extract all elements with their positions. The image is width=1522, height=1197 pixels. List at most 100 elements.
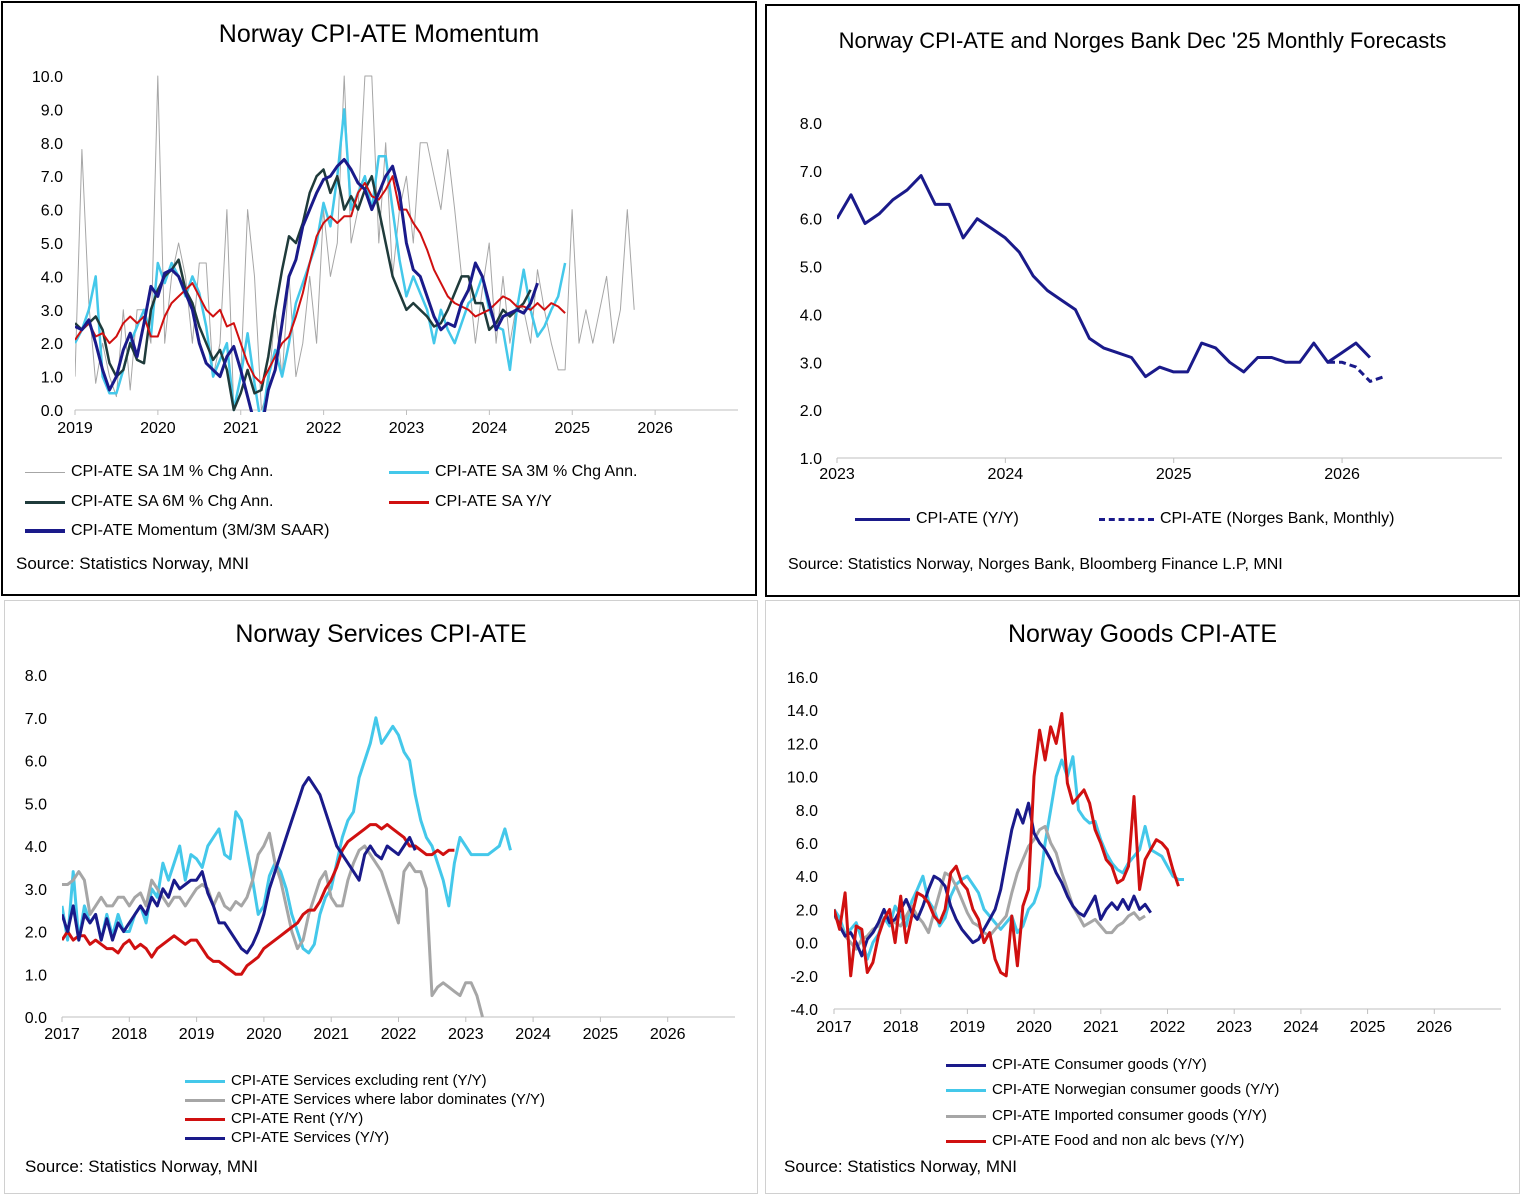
series-line bbox=[75, 158, 539, 412]
legend-item: CPI-ATE SA Y/Y bbox=[389, 489, 552, 515]
y-tick-label: -4.0 bbox=[790, 1002, 818, 1019]
y-tick-label: 2.0 bbox=[796, 902, 818, 919]
legend-swatch bbox=[185, 1136, 225, 1140]
legend-item: CPI-ATE Services (Y/Y) bbox=[185, 1129, 389, 1147]
legend-swatch bbox=[946, 1139, 986, 1143]
x-tick-label: 2017 bbox=[816, 1019, 852, 1036]
series-line bbox=[75, 75, 635, 411]
y-tick-label: 6.0 bbox=[800, 212, 822, 229]
y-tick-label: 8.0 bbox=[800, 116, 822, 133]
x-tick-label: 2023 bbox=[819, 466, 855, 483]
legend-item: CPI-ATE Services where labor dominates (… bbox=[185, 1091, 545, 1109]
y-tick-label: 1.0 bbox=[800, 451, 822, 468]
legend-swatch bbox=[946, 1114, 986, 1118]
x-tick-label: 2026 bbox=[650, 1026, 686, 1043]
series-line bbox=[1328, 360, 1385, 383]
legend-label: CPI-ATE SA 3M % Chg Ann. bbox=[435, 463, 638, 480]
x-tick-label: 2026 bbox=[1417, 1019, 1453, 1036]
legend-item: CPI-ATE (Norges Bank, Monthly) bbox=[1099, 506, 1394, 532]
y-tick-label: 0.0 bbox=[25, 1010, 47, 1027]
y-tick-label: 6.0 bbox=[41, 203, 63, 220]
y-tick-label: 10.0 bbox=[32, 69, 63, 86]
legend-label: CPI-ATE Consumer goods (Y/Y) bbox=[992, 1056, 1207, 1073]
series-line bbox=[62, 831, 484, 1018]
y-tick-label: 1.0 bbox=[41, 370, 63, 387]
x-tick-label: 2020 bbox=[246, 1026, 282, 1043]
y-tick-label: -2.0 bbox=[790, 969, 818, 986]
x-tick-label: 2018 bbox=[883, 1019, 919, 1036]
legend-swatch bbox=[946, 1063, 986, 1067]
y-tick-label: 4.0 bbox=[41, 269, 63, 286]
y-tick-label: 2.0 bbox=[41, 336, 63, 353]
x-tick-label: 2019 bbox=[179, 1026, 215, 1043]
legend-item: CPI-ATE Services excluding rent (Y/Y) bbox=[185, 1072, 487, 1090]
y-tick-label: 5.0 bbox=[25, 796, 47, 813]
legend-swatch bbox=[1099, 517, 1154, 521]
y-tick-label: 8.0 bbox=[41, 136, 63, 153]
series-line bbox=[834, 712, 1180, 978]
legend-label: CPI-ATE Services where labor dominates (… bbox=[231, 1091, 545, 1108]
x-tick-label: 2020 bbox=[1016, 1019, 1052, 1036]
legend-label: CPI-ATE Rent (Y/Y) bbox=[231, 1110, 364, 1127]
x-tick-label: 2026 bbox=[1324, 466, 1360, 483]
series-line bbox=[837, 174, 1371, 379]
legend-label: CPI-ATE (Norges Bank, Monthly) bbox=[1160, 510, 1395, 527]
y-tick-label: 4.0 bbox=[800, 307, 822, 324]
x-tick-label: 2021 bbox=[313, 1026, 349, 1043]
chart-title: Norway CPI-ATE Momentum bbox=[218, 20, 540, 48]
legend-item: CPI-ATE Rent (Y/Y) bbox=[185, 1110, 363, 1128]
legend-item: CPI-ATE Momentum (3M/3M SAAR) bbox=[25, 518, 329, 544]
y-tick-label: 2.0 bbox=[25, 925, 47, 942]
x-tick-label: 2018 bbox=[112, 1026, 148, 1043]
series-line bbox=[62, 823, 455, 976]
legend-label: CPI-ATE SA 1M % Chg Ann. bbox=[71, 463, 274, 480]
y-tick-label: 0.0 bbox=[41, 403, 63, 420]
legend-label: CPI-ATE Services (Y/Y) bbox=[231, 1129, 390, 1146]
x-tick-label: 2022 bbox=[306, 420, 342, 437]
legend-item: CPI-ATE SA 6M % Chg Ann. bbox=[25, 489, 273, 515]
legend-label: CPI-ATE (Y/Y) bbox=[916, 510, 1019, 527]
y-tick-label: 12.0 bbox=[787, 736, 818, 753]
x-tick-label: 2020 bbox=[140, 420, 176, 437]
chart-title: Norway Services CPI-ATE bbox=[235, 620, 527, 648]
x-tick-label: 2025 bbox=[583, 1026, 619, 1043]
series-line bbox=[75, 175, 566, 385]
legend-swatch bbox=[185, 1117, 225, 1121]
x-tick-label: 2024 bbox=[1283, 1019, 1319, 1036]
x-tick-label: 2023 bbox=[1216, 1019, 1252, 1036]
legend-label: CPI-ATE Food and non alc bevs (Y/Y) bbox=[992, 1132, 1245, 1149]
chart-title: Norway CPI-ATE and Norges Bank Dec '25 M… bbox=[838, 28, 1447, 53]
x-tick-label: 2024 bbox=[472, 420, 508, 437]
x-tick-label: 2024 bbox=[988, 466, 1024, 483]
legend-item: CPI-ATE SA 1M % Chg Ann. bbox=[25, 459, 273, 485]
legend-item: CPI-ATE Food and non alc bevs (Y/Y) bbox=[946, 1131, 1244, 1151]
source-note: Source: Statistics Norway, MNI bbox=[16, 554, 250, 573]
x-tick-label: 2025 bbox=[1350, 1019, 1386, 1036]
y-tick-label: 14.0 bbox=[787, 703, 818, 720]
x-tick-label: 2017 bbox=[44, 1026, 80, 1043]
legend-item: CPI-ATE (Y/Y) bbox=[855, 506, 1019, 532]
y-tick-label: 5.0 bbox=[800, 260, 822, 277]
x-tick-label: 2026 bbox=[637, 420, 673, 437]
chart-plot-area: 0.0 1.0 2.0 3.0 4.0 5.0 6.0 7.0 8.0 2017 2018 2019 2… bbox=[25, 668, 735, 1043]
y-tick-label: 8.0 bbox=[25, 668, 47, 685]
x-tick-label: 2023 bbox=[448, 1026, 484, 1043]
legend-item: CPI-ATE Consumer goods (Y/Y) bbox=[946, 1055, 1207, 1075]
y-tick-label: 6.0 bbox=[25, 754, 47, 771]
y-tick-label: 7.0 bbox=[41, 169, 63, 186]
legend-item: CPI-ATE SA 3M % Chg Ann. bbox=[389, 459, 637, 485]
legend-swatch bbox=[185, 1079, 225, 1083]
legend-item: CPI-ATE Norwegian consumer goods (Y/Y) bbox=[946, 1080, 1279, 1100]
x-tick-label: 2019 bbox=[950, 1019, 986, 1036]
chart-title: Norway Goods CPI-ATE bbox=[1007, 620, 1278, 648]
chart-plot-area: 0.0 1.0 2.0 3.0 4.0 5.0 6.0 7.0 8.0 9.0 10.0 2019 20… bbox=[32, 69, 738, 437]
legend-swatch bbox=[25, 471, 65, 473]
y-tick-label: 16.0 bbox=[787, 670, 818, 687]
source-note: Source: Statistics Norway, Norges Bank, … bbox=[788, 556, 1283, 573]
legend-swatch bbox=[389, 500, 429, 504]
chart-panel-goods: Norway Goods CPI-ATE -4.0 -2.0 0.0 2.0 4.0 6.… bbox=[765, 600, 1520, 1194]
x-tick-label: 2024 bbox=[515, 1026, 551, 1043]
chart-plot-area: -4.0 -2.0 0.0 2.0 4.0 6.0 8.0 10.0 12.0 14.0 16.0 2… bbox=[787, 670, 1501, 1036]
chart-panel-forecasts: Norway CPI-ATE and Norges Bank Dec '25 M… bbox=[765, 4, 1520, 597]
legend-label: CPI-ATE Services excluding rent (Y/Y) bbox=[231, 1072, 487, 1089]
